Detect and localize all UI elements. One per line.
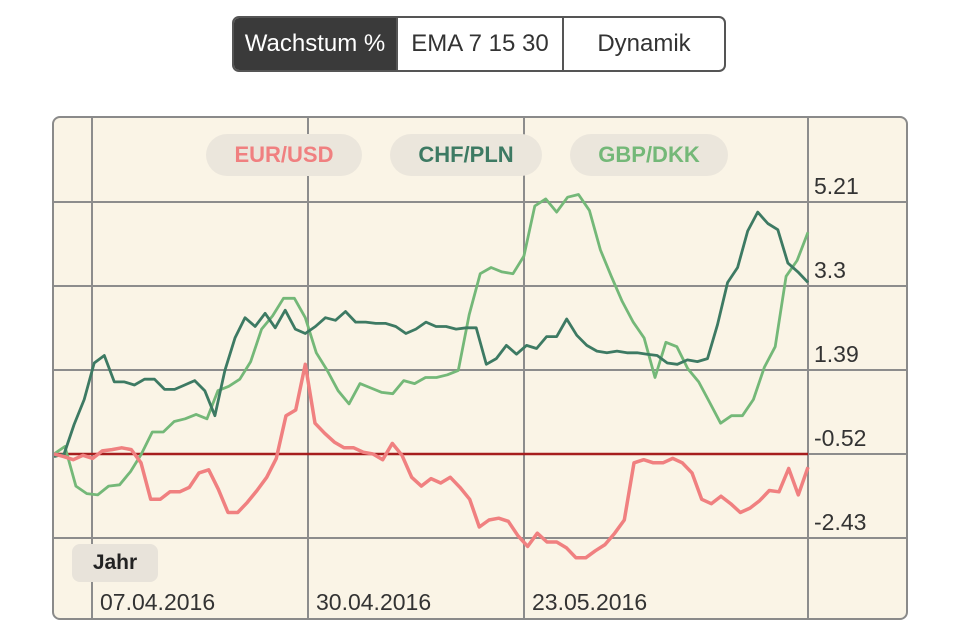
period-button[interactable]: Jahr [72,544,158,582]
tab-ema[interactable]: EMA 7 15 30 [398,18,564,70]
line-chart: 5.21 3.3 1.39 -0.52 -2.43 07.04.2016 30.04.201… [54,118,906,618]
tab-dynamik[interactable]: Dynamik [597,30,691,57]
tab-wachstum[interactable]: Wachstum % [234,18,398,70]
legend-eur-usd[interactable]: EUR/USD [206,134,362,176]
chart-mode-segmented-control: Wachstum % EMA 7 15 30 Dynamik [232,16,726,72]
x-tick-label: 23.05.2016 [532,589,647,615]
y-tick-label: -0.52 [814,425,866,451]
series-line-chf-pln [54,210,810,458]
y-tick-label: 5.21 [814,173,859,199]
x-tick-label: 07.04.2016 [100,589,215,615]
y-tick-label: 1.39 [814,341,859,367]
series-line-eur-usd [54,362,810,560]
y-tick-label: 3.3 [814,257,846,283]
chart-area[interactable]: 5.21 3.3 1.39 -0.52 -2.43 07.04.2016 30.04.201… [52,116,908,620]
series-line-gbp-dkk [54,193,810,497]
x-tick-label: 30.04.2016 [316,589,431,615]
y-tick-label: -2.43 [814,509,866,535]
legend-gbp-dkk[interactable]: GBP/DKK [570,134,728,176]
legend-chf-pln[interactable]: CHF/PLN [390,134,542,176]
